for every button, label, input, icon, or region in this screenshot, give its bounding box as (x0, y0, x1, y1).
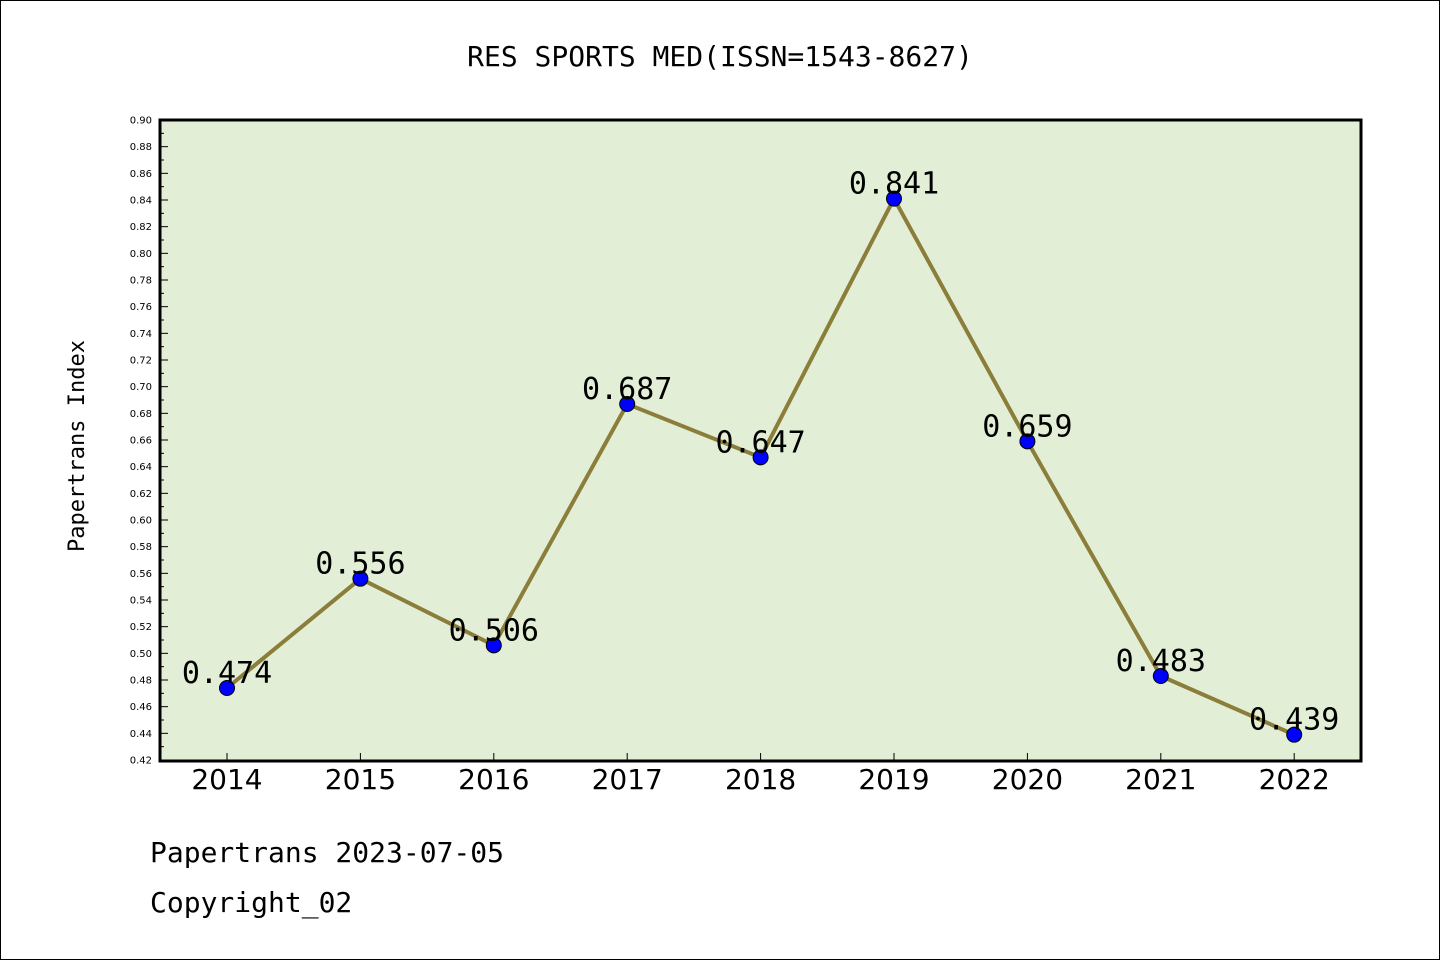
y-axis-ticks: 0.42 0.44 0.46 0.48 0.50 0.52 0.54 0.56 0.58 0.60… (130, 116, 168, 767)
x-tick-label: 2017 (592, 763, 663, 796)
y-tick-label: 0.74 (130, 329, 152, 340)
y-tick-label: 0.60 (130, 516, 152, 527)
y-tick-label: 0.58 (130, 542, 152, 553)
chart-title: RES SPORTS MED(ISSN=1543-8627) (467, 40, 973, 73)
x-tick-label: 2014 (191, 763, 262, 796)
data-point-2018 (752, 449, 769, 466)
y-tick-label: 0.86 (130, 169, 152, 180)
y-tick-label: 0.80 (130, 249, 152, 260)
y-tick-label: 0.66 (130, 436, 152, 447)
y-tick-label: 0.54 (130, 596, 152, 607)
data-label-2021: 0.483 (1116, 644, 1206, 679)
data-label-2019: 0.841 (849, 167, 939, 202)
y-tick-label: 0.68 (130, 409, 152, 420)
x-axis-ticks: 2014 2015 2016 2017 2018 2019 2020 2021 2022 (191, 753, 1330, 796)
footer-date-line: Papertrans 2023-07-05 (150, 836, 505, 869)
y-axis-label: Papertrans Index (65, 340, 90, 552)
y-tick-label: 0.72 (130, 356, 152, 367)
y-tick-label: 0.44 (130, 729, 152, 740)
data-label-2016: 0.506 (449, 613, 539, 648)
x-tick-label: 2020 (992, 763, 1063, 796)
x-tick-label: 2019 (858, 763, 929, 796)
plot-area (158, 118, 1363, 763)
data-label-2022: 0.439 (1249, 703, 1339, 738)
y-tick-label: 0.48 (130, 676, 152, 687)
y-tick-label: 0.70 (130, 382, 152, 393)
data-label-2015: 0.556 (315, 547, 405, 582)
y-tick-label: 0.76 (130, 302, 152, 313)
y-tick-label: 0.46 (130, 702, 152, 713)
y-tick-label: 0.64 (130, 462, 152, 473)
footer-copyright-line: Copyright_02 (150, 886, 353, 919)
x-tick-label: 2021 (1125, 763, 1196, 796)
data-label-2017: 0.687 (582, 372, 672, 407)
y-tick-label: 0.62 (130, 489, 152, 500)
data-point-2021 (1152, 668, 1169, 684)
data-point-2016 (485, 637, 502, 654)
data-label-2018: 0.647 (715, 425, 805, 460)
data-point-2019 (886, 190, 902, 207)
data-label-2020: 0.659 (982, 409, 1072, 444)
x-tick-label: 2018 (725, 763, 796, 796)
series-layer: 0.474 0.556 0.506 0.687 0.647 0.841 0.659 0.483… (182, 167, 1339, 743)
y-tick-label: 0.90 (130, 116, 152, 127)
y-tick-label: 0.52 (130, 622, 152, 633)
y-tick-label: 0.84 (130, 196, 152, 207)
x-tick-label: 2016 (458, 763, 529, 796)
y-tick-label: 0.42 (130, 756, 152, 767)
data-point-2017 (619, 396, 636, 412)
y-tick-label: 0.88 (130, 142, 152, 153)
x-tick-label: 2022 (1259, 763, 1330, 796)
y-tick-label: 0.50 (130, 649, 152, 660)
data-point-2014 (219, 680, 235, 696)
data-point-2020 (1019, 433, 1036, 450)
x-tick-label: 2015 (325, 763, 396, 796)
y-tick-label: 0.78 (130, 276, 152, 287)
y-tick-label: 0.56 (130, 569, 152, 580)
data-label-2014: 0.474 (182, 656, 272, 691)
data-point-2022 (1286, 726, 1303, 743)
data-point-2015 (352, 570, 369, 587)
y-tick-label: 0.82 (130, 222, 152, 233)
